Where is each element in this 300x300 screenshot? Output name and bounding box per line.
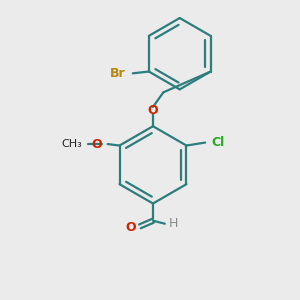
Text: Cl: Cl xyxy=(212,136,225,149)
Text: CH₃: CH₃ xyxy=(61,139,82,149)
Text: O: O xyxy=(148,104,158,117)
Text: O: O xyxy=(126,221,136,234)
Text: O: O xyxy=(92,138,102,151)
Text: Br: Br xyxy=(110,68,126,80)
Text: H: H xyxy=(168,217,178,230)
Text: methoxy: methoxy xyxy=(83,133,143,147)
